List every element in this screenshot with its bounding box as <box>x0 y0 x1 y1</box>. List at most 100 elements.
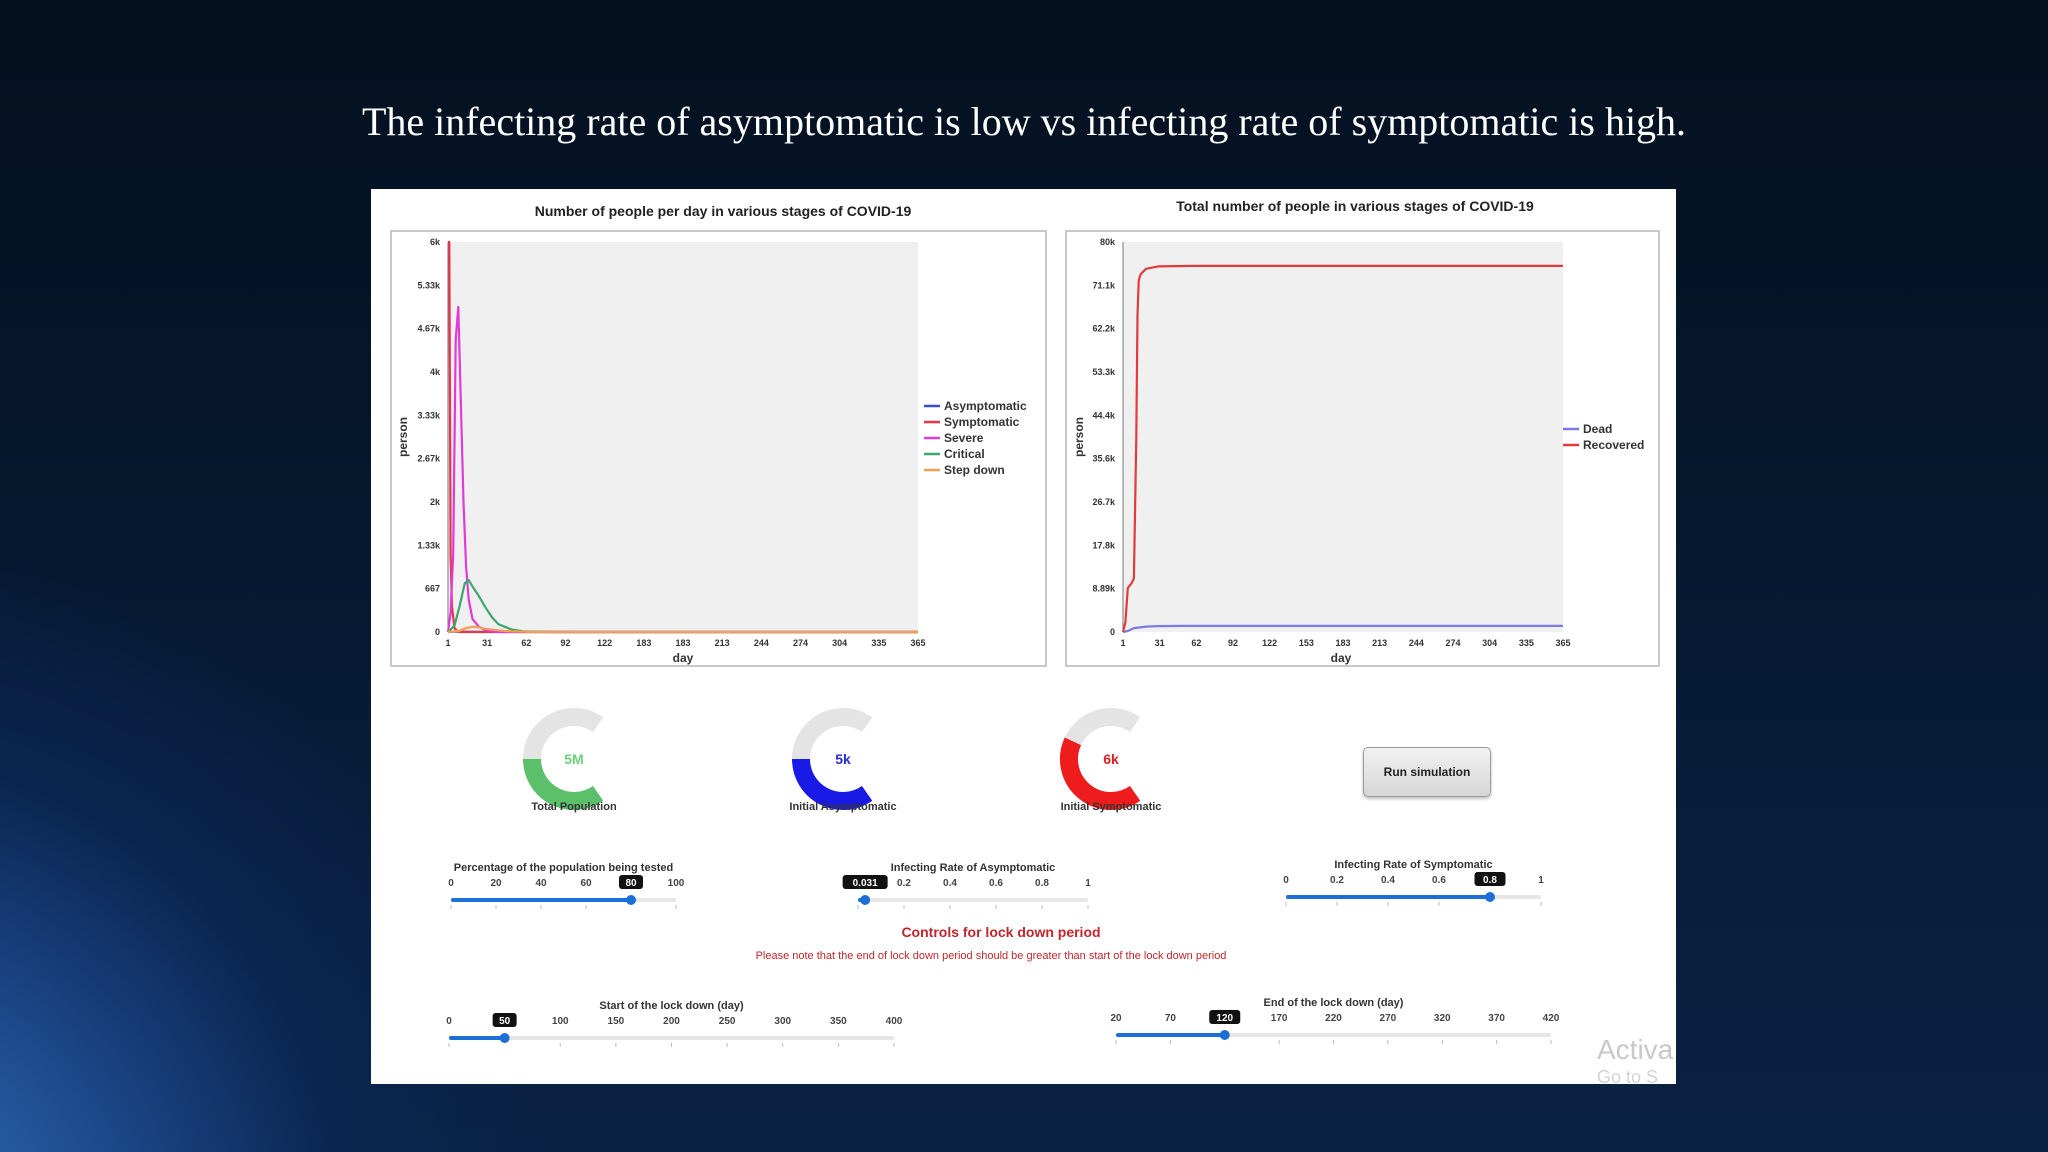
activation-watermark-sub: Go to S <box>1597 1067 1659 1084</box>
x-tick-label: 304 <box>1482 638 1497 648</box>
x-tick-label: 365 <box>1555 638 1570 648</box>
series-line-dead <box>1122 624 1563 634</box>
x-tick-label: 213 <box>1372 638 1387 648</box>
gauge-fill <box>1060 737 1141 811</box>
right-chart-axes: 0 8.89k 17.8k 26.7k 35.6k 44.4k 53.3k 62.2k 71.1… <box>1092 237 1570 648</box>
y-tick-label: 5.33k <box>417 280 441 290</box>
slider-value: 0.8 <box>1483 875 1497 886</box>
x-tick-label: 274 <box>1445 638 1460 648</box>
slider-tick-label: 60 <box>580 878 592 889</box>
slider-tick-label: 20 <box>490 878 502 889</box>
slider-3[interactable]: Infecting Rate of Symptomatic 0 0.2 0.4 0.6 1… <box>1283 859 1544 906</box>
slider-label: Infecting Rate of Asymptomatic <box>891 862 1056 874</box>
slider-value-badge <box>1474 872 1506 886</box>
slider-tick-label: 40 <box>535 878 547 889</box>
slider-handle[interactable] <box>499 1033 510 1043</box>
series-line-severe <box>446 305 918 634</box>
gauges: 5M Total Population 5k Initial Asymptomatic… <box>523 708 1162 813</box>
y-tick-label: 667 <box>425 584 440 594</box>
slider-value: 120 <box>1216 1013 1233 1024</box>
slider-tick-label: 0.6 <box>1432 875 1446 886</box>
slider-4[interactable]: Start of the lock down (day) 0 100 150 200 25… <box>446 1000 903 1047</box>
right-chart-ylabel: person <box>1072 417 1086 457</box>
legend-label: Symptomatic <box>944 415 1020 429</box>
slider-track <box>858 898 1088 902</box>
right-chart-lines <box>1121 264 1563 634</box>
x-tick-label: 183 <box>1335 638 1350 648</box>
x-tick-label: 153 <box>1299 638 1314 648</box>
slider-value-badge <box>1209 1010 1241 1024</box>
slider-fill <box>449 1036 505 1040</box>
slider-handle[interactable] <box>626 895 636 905</box>
left-chart-legend: Asymptomatic Symptomatic Severe Critical Ste… <box>924 399 1027 477</box>
x-tick-label: 183 <box>636 638 651 648</box>
x-tick-label: 274 <box>793 638 808 648</box>
y-tick-label: 2.67k <box>417 454 441 464</box>
x-tick-label: 62 <box>521 638 531 648</box>
x-tick-label: 304 <box>832 638 847 648</box>
slider-tick-label: 100 <box>552 1016 569 1027</box>
y-tick-label: 8.89k <box>1092 584 1116 594</box>
sliders: Percentage of the population being teste… <box>446 859 1560 1047</box>
y-tick-label: 3.33k <box>417 410 441 420</box>
right-chart-xlabel: day <box>1331 651 1352 665</box>
slider-1[interactable]: Percentage of the population being teste… <box>448 862 685 909</box>
gauge-label: Total Population <box>531 801 617 813</box>
legend-label: Severe <box>944 431 984 445</box>
slider-handle[interactable] <box>1219 1030 1230 1040</box>
activation-watermark: Activa <box>1597 1034 1674 1065</box>
slider-value: 80 <box>625 878 637 889</box>
gauge-label: Initial Asymptomatic <box>789 801 896 813</box>
left-chart-ylabel: person <box>396 417 410 457</box>
slider-2[interactable]: Infecting Rate of Asymptomatic00.20.40.6… <box>842 862 1092 909</box>
series-line-step-down <box>447 625 918 634</box>
slider-tick-label: 300 <box>774 1016 791 1027</box>
y-tick-label: 0 <box>435 627 440 637</box>
slider-fill <box>1286 895 1490 899</box>
y-tick-label: 0 <box>1110 627 1115 637</box>
slider-tick-label: 0.6 <box>989 878 1003 889</box>
y-tick-label: 6k <box>430 237 441 247</box>
slider-value-badge <box>492 1013 517 1027</box>
slider-tick-label: 320 <box>1434 1013 1451 1024</box>
gauge-fill <box>523 758 604 810</box>
slider-tick-label: 420 <box>1543 1013 1560 1024</box>
slider-tick-label: 400 <box>886 1016 903 1027</box>
x-tick-label: 335 <box>871 638 886 648</box>
x-tick-label: 1 <box>445 638 450 648</box>
lockdown-heading: Controls for lock down period <box>901 924 1100 940</box>
y-tick-label: 35.6k <box>1092 454 1116 464</box>
y-tick-label: 4k <box>430 367 441 377</box>
left-chart-lines <box>446 240 918 634</box>
slider-tick-label: 0.8 <box>1035 878 1049 889</box>
slider-value: 50 <box>499 1016 511 1027</box>
slider-tick-label: 0.2 <box>897 878 911 889</box>
gauge-label: Initial Symptomatic <box>1061 801 1162 813</box>
left-chart-title: Number of people per day in various stag… <box>535 203 912 219</box>
slider-tick-label: 0 <box>448 878 454 889</box>
legend-label: Step down <box>944 463 1005 477</box>
run-simulation-button[interactable]: Run simulation <box>1363 747 1491 797</box>
right-chart-legend: Dead Recovered <box>1563 422 1644 452</box>
lockdown-note: Please note that the end of lock down pe… <box>756 950 1227 962</box>
slider-5[interactable]: End of the lock down (day) 20 70 170 220 270 3… <box>1110 997 1560 1044</box>
slider-tick-label: 170 <box>1271 1013 1288 1024</box>
slider-fill <box>1116 1033 1225 1037</box>
simulator-canvas: Number of people per day in various stag… <box>390 198 1660 1047</box>
x-tick-label: 244 <box>754 638 769 648</box>
x-tick-label: 92 <box>1228 638 1238 648</box>
slide-title: The infecting rate of asymptomatic is lo… <box>361 99 1687 144</box>
gauge-value: 6k <box>1103 751 1119 767</box>
y-tick-label: 71.1k <box>1092 280 1116 290</box>
x-tick-label: 92 <box>560 638 570 648</box>
x-tick-label: 365 <box>910 638 925 648</box>
right-chart-plot-area <box>1123 242 1563 632</box>
slider-handle[interactable] <box>1485 892 1495 902</box>
x-tick-label: 183 <box>675 638 690 648</box>
slider-value-badge <box>619 875 643 889</box>
gauge-value: 5k <box>835 751 851 767</box>
y-tick-label: 26.7k <box>1092 497 1116 507</box>
slider-track <box>449 1036 894 1040</box>
legend-label: Critical <box>944 447 985 461</box>
slider-handle[interactable] <box>860 895 871 905</box>
